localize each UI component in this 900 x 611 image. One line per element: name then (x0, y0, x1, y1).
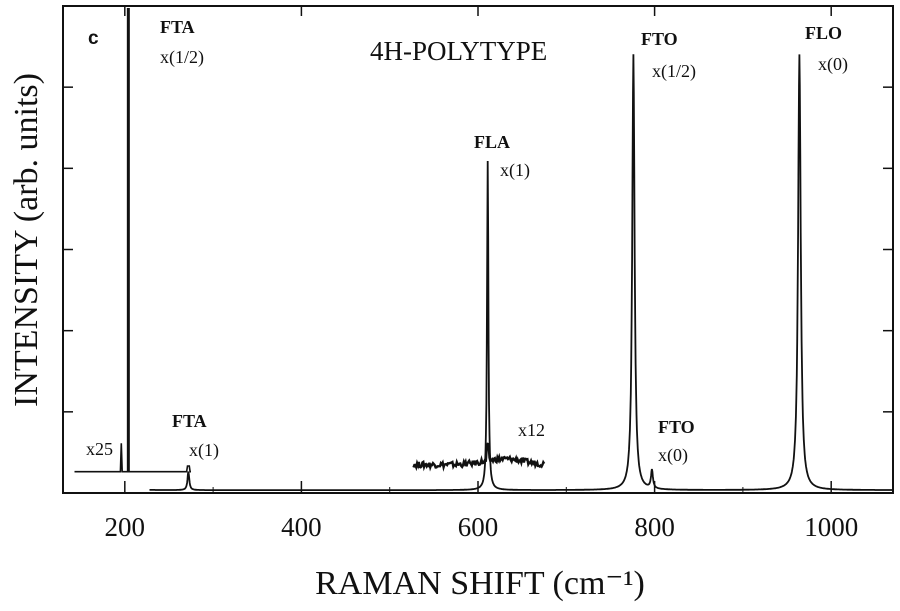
panel-label: c (88, 28, 99, 49)
annotation-fto-zero-q: x(0) (658, 445, 688, 466)
annotation-fto-zero: FTO x(0) (658, 417, 695, 466)
annotation-fto-half-q: x(1/2) (652, 61, 696, 82)
annotation-fta-half-q: x(1/2) (160, 47, 204, 68)
annotation-fta-one-mode: FTA (172, 411, 207, 431)
annotation-fta-half-mode: FTA (160, 17, 195, 37)
annotation-fta-one-q: x(1) (189, 440, 219, 461)
annotation-fto-half-mode: FTO (641, 29, 678, 49)
annotation-fla-one-mode: FLA (474, 132, 510, 152)
annotation-fta-half: FTA x(1/2) (160, 17, 204, 68)
magnified-segment-x25 (74, 443, 191, 473)
annotation-flo-zero: FLO x(0) (805, 23, 848, 75)
x-tick-label-400: 400 (281, 512, 322, 542)
magnification-x25-label: x25 (86, 439, 113, 459)
y-axis-label: INTENSITY (arb. units) (8, 73, 45, 407)
annotation-fto-zero-mode: FTO (658, 417, 695, 437)
annotation-flo-zero-mode: FLO (805, 23, 842, 43)
annotation-fla-one: FLA x(1) (474, 132, 530, 181)
magnified-segment-x12 (412, 442, 546, 472)
annotation-flo-zero-q: x(0) (818, 54, 848, 75)
annotation-fto-half: FTO x(1/2) (641, 29, 696, 82)
magnification-x12-label: x12 (518, 420, 545, 440)
x-axis-label: RAMAN SHIFT (cm⁻¹) (315, 565, 645, 602)
spectrum-series (74, 8, 893, 491)
x-tick-label-1000: 1000 (804, 512, 858, 542)
annotation-fta-one: FTA x(1) (172, 411, 219, 461)
x-tick-label-200: 200 (105, 512, 146, 542)
chart-title: 4H-POLYTYPE (370, 36, 547, 66)
x-tick-label-600: 600 (458, 512, 499, 542)
x-tick-label-800: 800 (634, 512, 675, 542)
ticks: 200 400 600 800 1000 (63, 6, 893, 542)
spectrum-line (149, 54, 893, 491)
annotation-fla-one-q: x(1) (500, 160, 530, 181)
